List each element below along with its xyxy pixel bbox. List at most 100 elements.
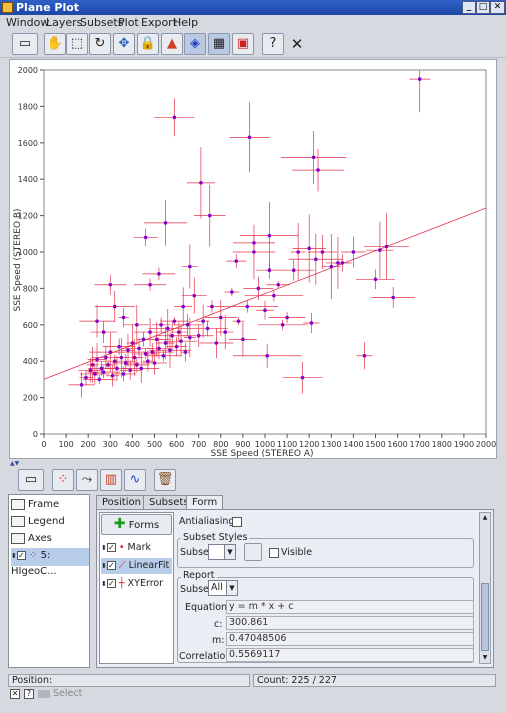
y-tick-label: 1400 [18, 175, 38, 184]
subset-styles-title: Subset Styles [181, 532, 250, 543]
data-point [110, 373, 115, 378]
drag-handle-icon[interactable]: ⬍ [101, 544, 107, 552]
antialiasing-checkbox[interactable] [232, 517, 242, 527]
data-point [95, 357, 99, 362]
layer-legend[interactable]: Legend [11, 514, 89, 530]
menu-window[interactable]: Window [6, 16, 50, 29]
layer-dataset[interactable]: ⬍✓ ⁘ 5: HIgeoC... [11, 548, 89, 577]
visible-checkbox[interactable] [269, 548, 279, 558]
tab-position[interactable]: Position [96, 495, 147, 509]
menu-layers[interactable]: Layers [46, 16, 83, 29]
data-point [141, 337, 146, 342]
data-point [362, 353, 367, 358]
split-handle[interactable]: ▲▼ [0, 460, 506, 467]
data-point [285, 315, 289, 320]
drag-handle-icon[interactable]: ⬍ [101, 580, 107, 588]
status-bar: Position: Count: 225 / 227 ✕ ? Select [0, 672, 506, 713]
subset-combo[interactable]: ▼ [208, 544, 236, 560]
menu-subsets[interactable]: Subsets [80, 16, 124, 29]
drag-handle-icon[interactable]: ⬍ [101, 562, 107, 570]
form-item-mark[interactable]: ⬍✓ • Mark [101, 542, 151, 553]
forms-button[interactable]: ✚ Forms [101, 514, 172, 535]
x-tick-label: 1600 [387, 440, 407, 449]
chevron-down-icon: ▼ [224, 545, 235, 559]
data-point [108, 350, 113, 354]
data-point [417, 77, 422, 81]
data-point [112, 304, 117, 309]
data-point [272, 293, 276, 298]
close-icon[interactable]: ✕ [290, 35, 304, 53]
drag-handle-icon[interactable]: ⬍ [11, 552, 17, 560]
data-point [88, 368, 93, 373]
layer-frame[interactable]: Frame [11, 497, 89, 513]
data-point [309, 321, 314, 325]
form-item-xyerror[interactable]: ⬍✓ ┼ XYError [101, 578, 164, 589]
data-point [314, 257, 318, 262]
data-point [115, 366, 119, 371]
form-item-linearfit[interactable]: ⬍✓ ⟋ LinearFit [101, 558, 172, 574]
data-point [84, 375, 88, 380]
data-point [135, 363, 139, 367]
report-subset-combo[interactable]: All ▼ [208, 580, 238, 596]
y-tick-label: 600 [23, 321, 38, 330]
collapse-arrows-icon[interactable]: ▲▼ [10, 460, 20, 467]
density-icon[interactable]: ◈ [184, 33, 206, 55]
data-point [135, 323, 139, 327]
vector-icon[interactable]: ⤳ [76, 469, 98, 491]
new-window-icon[interactable]: ▭ [12, 33, 38, 55]
maximize-button[interactable]: □ [476, 1, 490, 14]
data-point [108, 282, 113, 287]
mark-icon: • [118, 542, 125, 553]
help-icon[interactable]: ? [262, 33, 284, 55]
xyerror-checkbox[interactable]: ✓ [106, 579, 116, 588]
data-point [267, 268, 272, 272]
subset-style-button[interactable] [244, 543, 262, 561]
mark-checkbox[interactable]: ✓ [106, 543, 116, 552]
c-label: c: [214, 619, 223, 630]
linearfit-checkbox[interactable]: ✓ [106, 561, 116, 570]
report-subset-label: Subset: [180, 584, 216, 595]
navigate-icon[interactable]: ✥ [113, 33, 135, 55]
y-axis-label: SSE Speed (STEREO B) [13, 208, 23, 311]
minimize-button[interactable]: _ [462, 1, 476, 14]
query-icon[interactable]: ? [24, 689, 34, 699]
close-window-button[interactable]: ✕ [490, 1, 505, 14]
function-icon[interactable]: ∿ [124, 469, 146, 491]
grid-icon[interactable]: ▦ [208, 33, 230, 55]
scroll-down-icon[interactable]: ▼ [482, 654, 488, 661]
rescale-icon[interactable]: ↻ [89, 33, 111, 55]
menu-help[interactable]: Help [173, 16, 199, 29]
layer-axes[interactable]: Axes [11, 531, 89, 547]
layer-visible-checkbox[interactable]: ✓ [16, 550, 26, 560]
x-tick-label: 600 [169, 440, 184, 449]
lock-icon[interactable]: 🔒 [137, 33, 159, 55]
x-tick-label: 1500 [365, 440, 385, 449]
menu-plot[interactable]: Plot [118, 16, 139, 29]
plot-panel[interactable]: 0 100 200 300 400 500 600 700 800 900 1000 1100 1200… [9, 59, 497, 459]
correlation-label: Correlation: [179, 651, 235, 662]
data-point [351, 250, 356, 254]
data-point [192, 293, 197, 298]
scroll-thumb[interactable] [481, 583, 489, 651]
frame-icon[interactable]: ▭ [18, 469, 44, 491]
histogram-icon[interactable]: ▥ [100, 469, 122, 491]
fill-icon[interactable]: ▲ [161, 33, 183, 55]
menu-export[interactable]: Export [141, 16, 178, 29]
layers-list[interactable]: Frame Legend Axes ⬍✓ ⁘ 5: HIgeoC... [8, 494, 90, 668]
pan-icon[interactable]: ✋ [44, 33, 66, 55]
data-point [210, 304, 214, 309]
main-toolbar: ▭ ✋ ⬚ ↻ ✥ 🔒 ▲ ◈ ▦ ▣ ? ✕ [0, 30, 506, 58]
form-scrollbar[interactable]: ▲ ▼ [479, 512, 491, 664]
data-point [90, 363, 95, 367]
point-icon[interactable]: ⁘ [52, 469, 74, 491]
delete-icon[interactable]: 🗑 [154, 469, 176, 491]
scroll-up-icon[interactable]: ▲ [482, 514, 488, 521]
tab-form[interactable]: Form [186, 495, 224, 509]
forms-list[interactable] [99, 512, 174, 664]
app-icon [2, 2, 13, 13]
legend-icon[interactable]: ▣ [232, 33, 254, 55]
axes-layer-icon [11, 532, 25, 544]
scatter-plot[interactable]: 0 100 200 300 400 500 600 700 800 900 1000 1100 1200… [10, 60, 496, 459]
cancel-icon[interactable]: ✕ [10, 689, 20, 699]
zoom-box-icon[interactable]: ⬚ [66, 33, 88, 55]
